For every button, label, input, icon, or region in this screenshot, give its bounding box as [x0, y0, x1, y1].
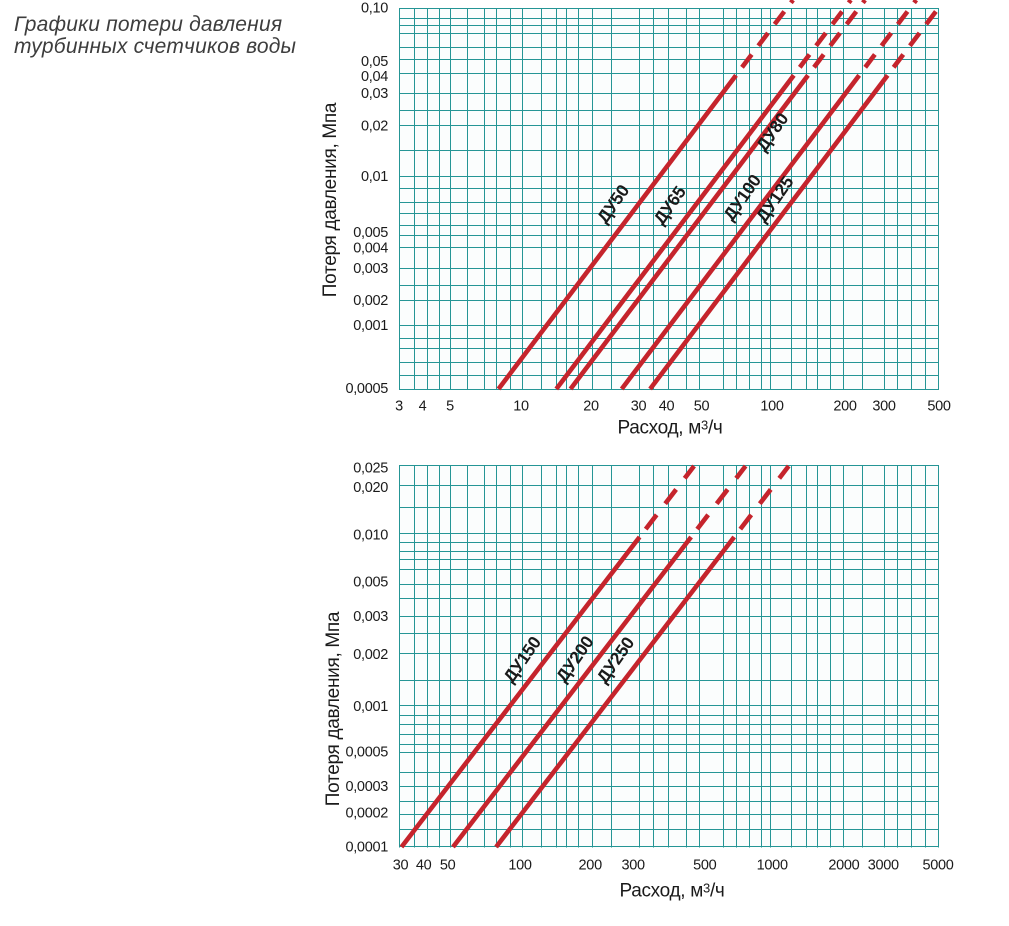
- svg-text:0,003: 0,003: [353, 261, 388, 277]
- svg-text:40: 40: [416, 858, 432, 874]
- svg-text:40: 40: [659, 399, 675, 415]
- svg-text:50: 50: [440, 858, 456, 874]
- svg-text:0,01: 0,01: [361, 169, 388, 185]
- svg-text:500: 500: [693, 858, 717, 874]
- svg-text:0,03: 0,03: [361, 86, 388, 102]
- svg-text:0,003: 0,003: [353, 609, 388, 625]
- svg-text:0,005: 0,005: [353, 225, 388, 241]
- svg-text:100: 100: [760, 399, 784, 415]
- svg-text:Расход, м3/ч: Расход, м3/ч: [617, 418, 722, 439]
- svg-text:0,0003: 0,0003: [345, 779, 388, 795]
- svg-text:2000: 2000: [828, 858, 859, 874]
- svg-text:0,0002: 0,0002: [345, 806, 388, 822]
- svg-text:0,001: 0,001: [353, 699, 388, 715]
- svg-text:Потеря давления, Мпа: Потеря давления, Мпа: [323, 611, 344, 806]
- svg-text:0,04: 0,04: [361, 69, 388, 85]
- svg-text:200: 200: [579, 858, 603, 874]
- svg-text:4: 4: [419, 399, 427, 415]
- svg-text:500: 500: [927, 399, 951, 415]
- svg-text:200: 200: [833, 399, 857, 415]
- svg-text:0,02: 0,02: [361, 119, 388, 135]
- svg-text:Расход, м3/ч: Расход, м3/ч: [619, 881, 724, 902]
- svg-text:0,05: 0,05: [361, 54, 388, 70]
- svg-text:0,0005: 0,0005: [345, 745, 388, 761]
- svg-text:0,004: 0,004: [353, 240, 388, 256]
- svg-text:5000: 5000: [922, 858, 953, 874]
- svg-text:20: 20: [583, 399, 599, 415]
- svg-text:0,0001: 0,0001: [345, 840, 388, 856]
- svg-text:100: 100: [508, 858, 532, 874]
- svg-text:0,020: 0,020: [353, 480, 388, 496]
- svg-text:0,010: 0,010: [353, 528, 388, 544]
- svg-text:0,10: 0,10: [361, 0, 388, 16]
- svg-text:3000: 3000: [868, 858, 899, 874]
- svg-text:30: 30: [393, 858, 409, 874]
- svg-text:50: 50: [694, 399, 710, 415]
- svg-text:3: 3: [395, 399, 403, 415]
- svg-text:300: 300: [621, 858, 645, 874]
- svg-text:300: 300: [872, 399, 896, 415]
- svg-text:Потеря давления, Мпа: Потеря давления, Мпа: [320, 102, 341, 297]
- svg-text:0,0005: 0,0005: [345, 381, 388, 397]
- svg-text:0,025: 0,025: [353, 461, 388, 477]
- svg-text:30: 30: [631, 399, 647, 415]
- svg-text:0,005: 0,005: [353, 575, 388, 591]
- svg-text:0,002: 0,002: [353, 293, 388, 309]
- svg-text:0,002: 0,002: [353, 647, 388, 663]
- svg-text:5: 5: [446, 399, 454, 415]
- svg-text:0,001: 0,001: [353, 318, 388, 334]
- svg-text:1000: 1000: [757, 858, 788, 874]
- svg-text:10: 10: [513, 399, 529, 415]
